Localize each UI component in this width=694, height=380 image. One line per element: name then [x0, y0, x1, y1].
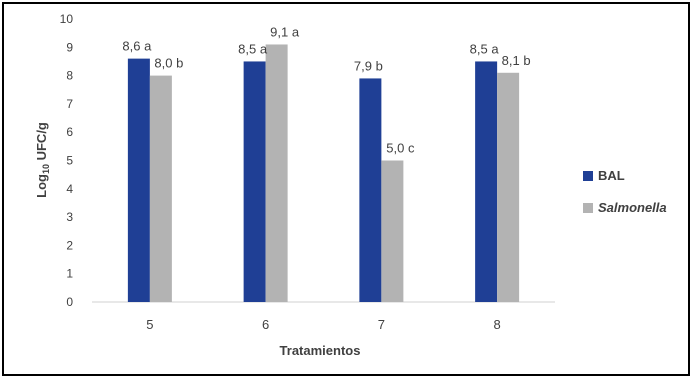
- data-label: 8,5 a: [470, 41, 500, 56]
- y-tick-label: 5: [66, 154, 73, 168]
- x-tick-label: 6: [262, 317, 269, 332]
- legend: BAL Salmonella: [583, 168, 667, 215]
- data-label: 8,1 b: [502, 53, 531, 68]
- bar-salmonella-8: [497, 72, 520, 303]
- y-tick-label: 1: [66, 267, 73, 281]
- data-labels: 8,6 a8,0 b8,5 a9,1 a7,9 b5,0 c8,5 a8,1 b: [122, 24, 530, 155]
- legend-swatch-bal: [583, 171, 593, 181]
- bars: [127, 44, 520, 303]
- bar-bal-7: [359, 78, 382, 303]
- data-label: 9,1 a: [270, 24, 300, 39]
- data-label: 8,5 a: [238, 41, 268, 56]
- y-axis-title: Log10 UFC/g: [34, 122, 51, 198]
- y-tick-label: 8: [66, 69, 73, 83]
- bar-bal-6: [243, 61, 266, 303]
- chart-frame: [2, 2, 690, 376]
- y-tick-label: 7: [66, 97, 73, 111]
- bar-salmonella-7: [381, 160, 404, 302]
- bar-bal-5: [127, 58, 150, 303]
- data-label: 8,6 a: [122, 39, 152, 54]
- y-tick-label: 4: [66, 182, 73, 196]
- x-tick-label: 5: [146, 317, 153, 332]
- data-label: 5,0 c: [386, 141, 415, 156]
- y-axis-ticks: 0 1 2 3 4 5 6 7 8 9 10: [60, 12, 74, 309]
- y-tick-label: 0: [66, 295, 73, 309]
- x-tick-label: 7: [378, 317, 385, 332]
- x-axis-title: Tratamientos: [280, 343, 361, 358]
- y-tick-label: 3: [66, 210, 73, 224]
- x-axis-ticks: 5 6 7 8: [146, 317, 500, 332]
- y-tick-label: 6: [66, 125, 73, 139]
- legend-label-salmonella: Salmonella: [598, 200, 667, 215]
- x-tick-label: 8: [494, 317, 501, 332]
- y-tick-label: 2: [66, 238, 73, 252]
- bar-salmonella-6: [265, 44, 288, 302]
- data-label: 7,9 b: [354, 58, 383, 73]
- legend-swatch-salmonella: [583, 203, 593, 213]
- bar-bal-8: [475, 61, 498, 303]
- bar-salmonella-5: [149, 75, 172, 302]
- y-tick-label: 9: [66, 40, 73, 54]
- y-tick-label: 10: [60, 12, 74, 26]
- data-label: 8,0 b: [154, 56, 183, 71]
- legend-label-bal: BAL: [598, 168, 625, 183]
